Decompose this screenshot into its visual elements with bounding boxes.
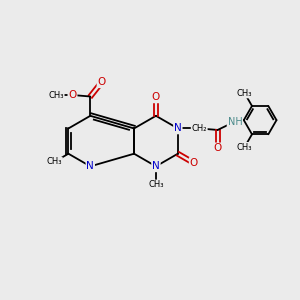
Text: CH₃: CH₃ [237,88,252,98]
Text: O: O [190,158,198,168]
Text: CH₃: CH₃ [46,158,62,166]
Text: NH: NH [227,117,242,127]
Text: CH₃: CH₃ [148,180,164,189]
Text: CH₃: CH₃ [237,143,252,152]
Text: N: N [86,161,94,171]
Text: N: N [174,124,182,134]
Text: O: O [214,143,222,153]
Text: CH₃: CH₃ [48,91,64,100]
Text: O: O [98,77,106,87]
Text: CH₂: CH₂ [191,124,207,133]
Text: O: O [152,92,160,102]
Text: N: N [152,161,160,171]
Text: O: O [68,90,76,100]
